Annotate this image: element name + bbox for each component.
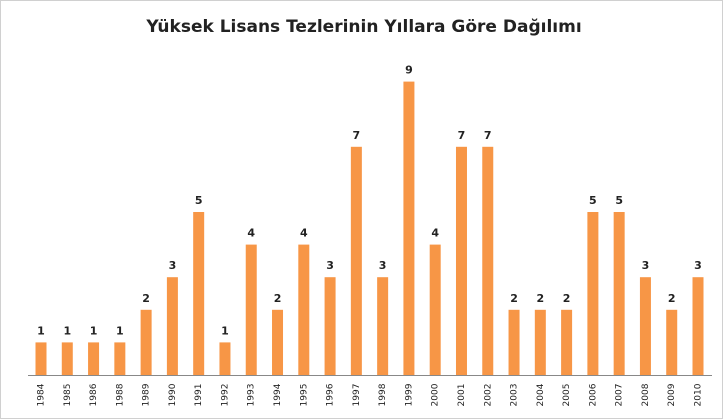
x-tick-label: 2007	[615, 384, 625, 407]
bar	[35, 342, 47, 375]
value-label: 3	[694, 259, 702, 272]
value-label: 1	[90, 324, 98, 337]
chart-title: Yüksek Lisans Tezlerinin Yıllara Göre Da…	[145, 17, 581, 37]
x-tick-label: 1993	[247, 384, 257, 407]
bar	[245, 244, 257, 375]
value-label: 7	[484, 129, 492, 142]
bar	[61, 342, 73, 375]
value-label: 2	[142, 292, 150, 305]
bar	[193, 212, 205, 375]
x-tick-label: 2009	[667, 383, 677, 406]
bar	[508, 309, 520, 375]
bar	[377, 277, 389, 375]
x-tick-label: 2000	[431, 383, 441, 406]
bar	[482, 146, 494, 375]
bar	[639, 277, 651, 375]
x-tick-label: 1990	[168, 383, 178, 406]
bar	[88, 342, 100, 375]
value-label: 3	[169, 259, 177, 272]
bar	[324, 277, 336, 375]
x-tick-label: 1992	[220, 384, 230, 407]
bar	[350, 146, 362, 375]
bar	[455, 146, 467, 375]
x-tick-label: 1985	[63, 384, 73, 407]
bar	[692, 277, 704, 375]
bar	[272, 309, 284, 375]
x-tick-label: 1996	[326, 383, 336, 406]
bar	[166, 277, 178, 375]
bar	[403, 81, 415, 375]
value-label: 5	[615, 194, 623, 207]
x-tick-label: 2008	[641, 383, 651, 406]
x-tick-label: 1999	[404, 383, 414, 406]
x-tick-label: 1997	[352, 384, 362, 407]
value-label: 1	[221, 324, 229, 337]
x-tick-label: 2003	[510, 384, 520, 407]
bar	[219, 342, 231, 375]
x-tick-label: 2005	[562, 384, 572, 407]
value-label: 5	[589, 194, 597, 207]
bar	[561, 309, 573, 375]
value-label: 4	[247, 227, 255, 240]
bar	[587, 212, 599, 375]
bar	[114, 342, 126, 375]
value-label: 9	[405, 64, 413, 77]
x-tick-label: 1998	[378, 383, 388, 406]
x-tick-label: 2006	[588, 383, 598, 406]
x-tick-label: 2004	[536, 383, 546, 406]
x-tick-label: 2002	[483, 384, 493, 407]
bar	[666, 309, 678, 375]
value-label: 4	[300, 227, 308, 240]
x-tick-label: 2001	[457, 384, 467, 407]
value-label: 3	[326, 259, 334, 272]
value-label: 5	[195, 194, 203, 207]
value-label: 1	[116, 324, 124, 337]
value-label: 3	[379, 259, 387, 272]
x-tick-label: 1989	[142, 383, 152, 406]
x-tick-label: 1986	[89, 383, 99, 406]
bar	[534, 309, 546, 375]
x-tick-label: 1988	[115, 383, 125, 406]
value-label: 3	[642, 259, 650, 272]
x-tick-label: 2010	[694, 383, 704, 406]
value-label: 1	[63, 324, 71, 337]
bar	[298, 244, 310, 375]
value-label: 1	[37, 324, 45, 337]
bar	[429, 244, 441, 375]
x-tick-label: 1984	[37, 383, 47, 406]
value-label: 2	[563, 292, 571, 305]
value-label: 7	[458, 129, 466, 142]
value-label: 2	[668, 292, 676, 305]
x-tick-label: 1994	[273, 383, 283, 406]
value-label: 2	[510, 292, 518, 305]
value-label: 2	[536, 292, 544, 305]
value-label: 2	[274, 292, 282, 305]
bar	[140, 309, 152, 375]
value-label: 4	[431, 227, 439, 240]
bar	[613, 212, 625, 375]
x-tick-label: 1991	[194, 384, 204, 407]
x-tick-label: 1995	[299, 384, 309, 407]
value-label: 7	[353, 129, 361, 142]
